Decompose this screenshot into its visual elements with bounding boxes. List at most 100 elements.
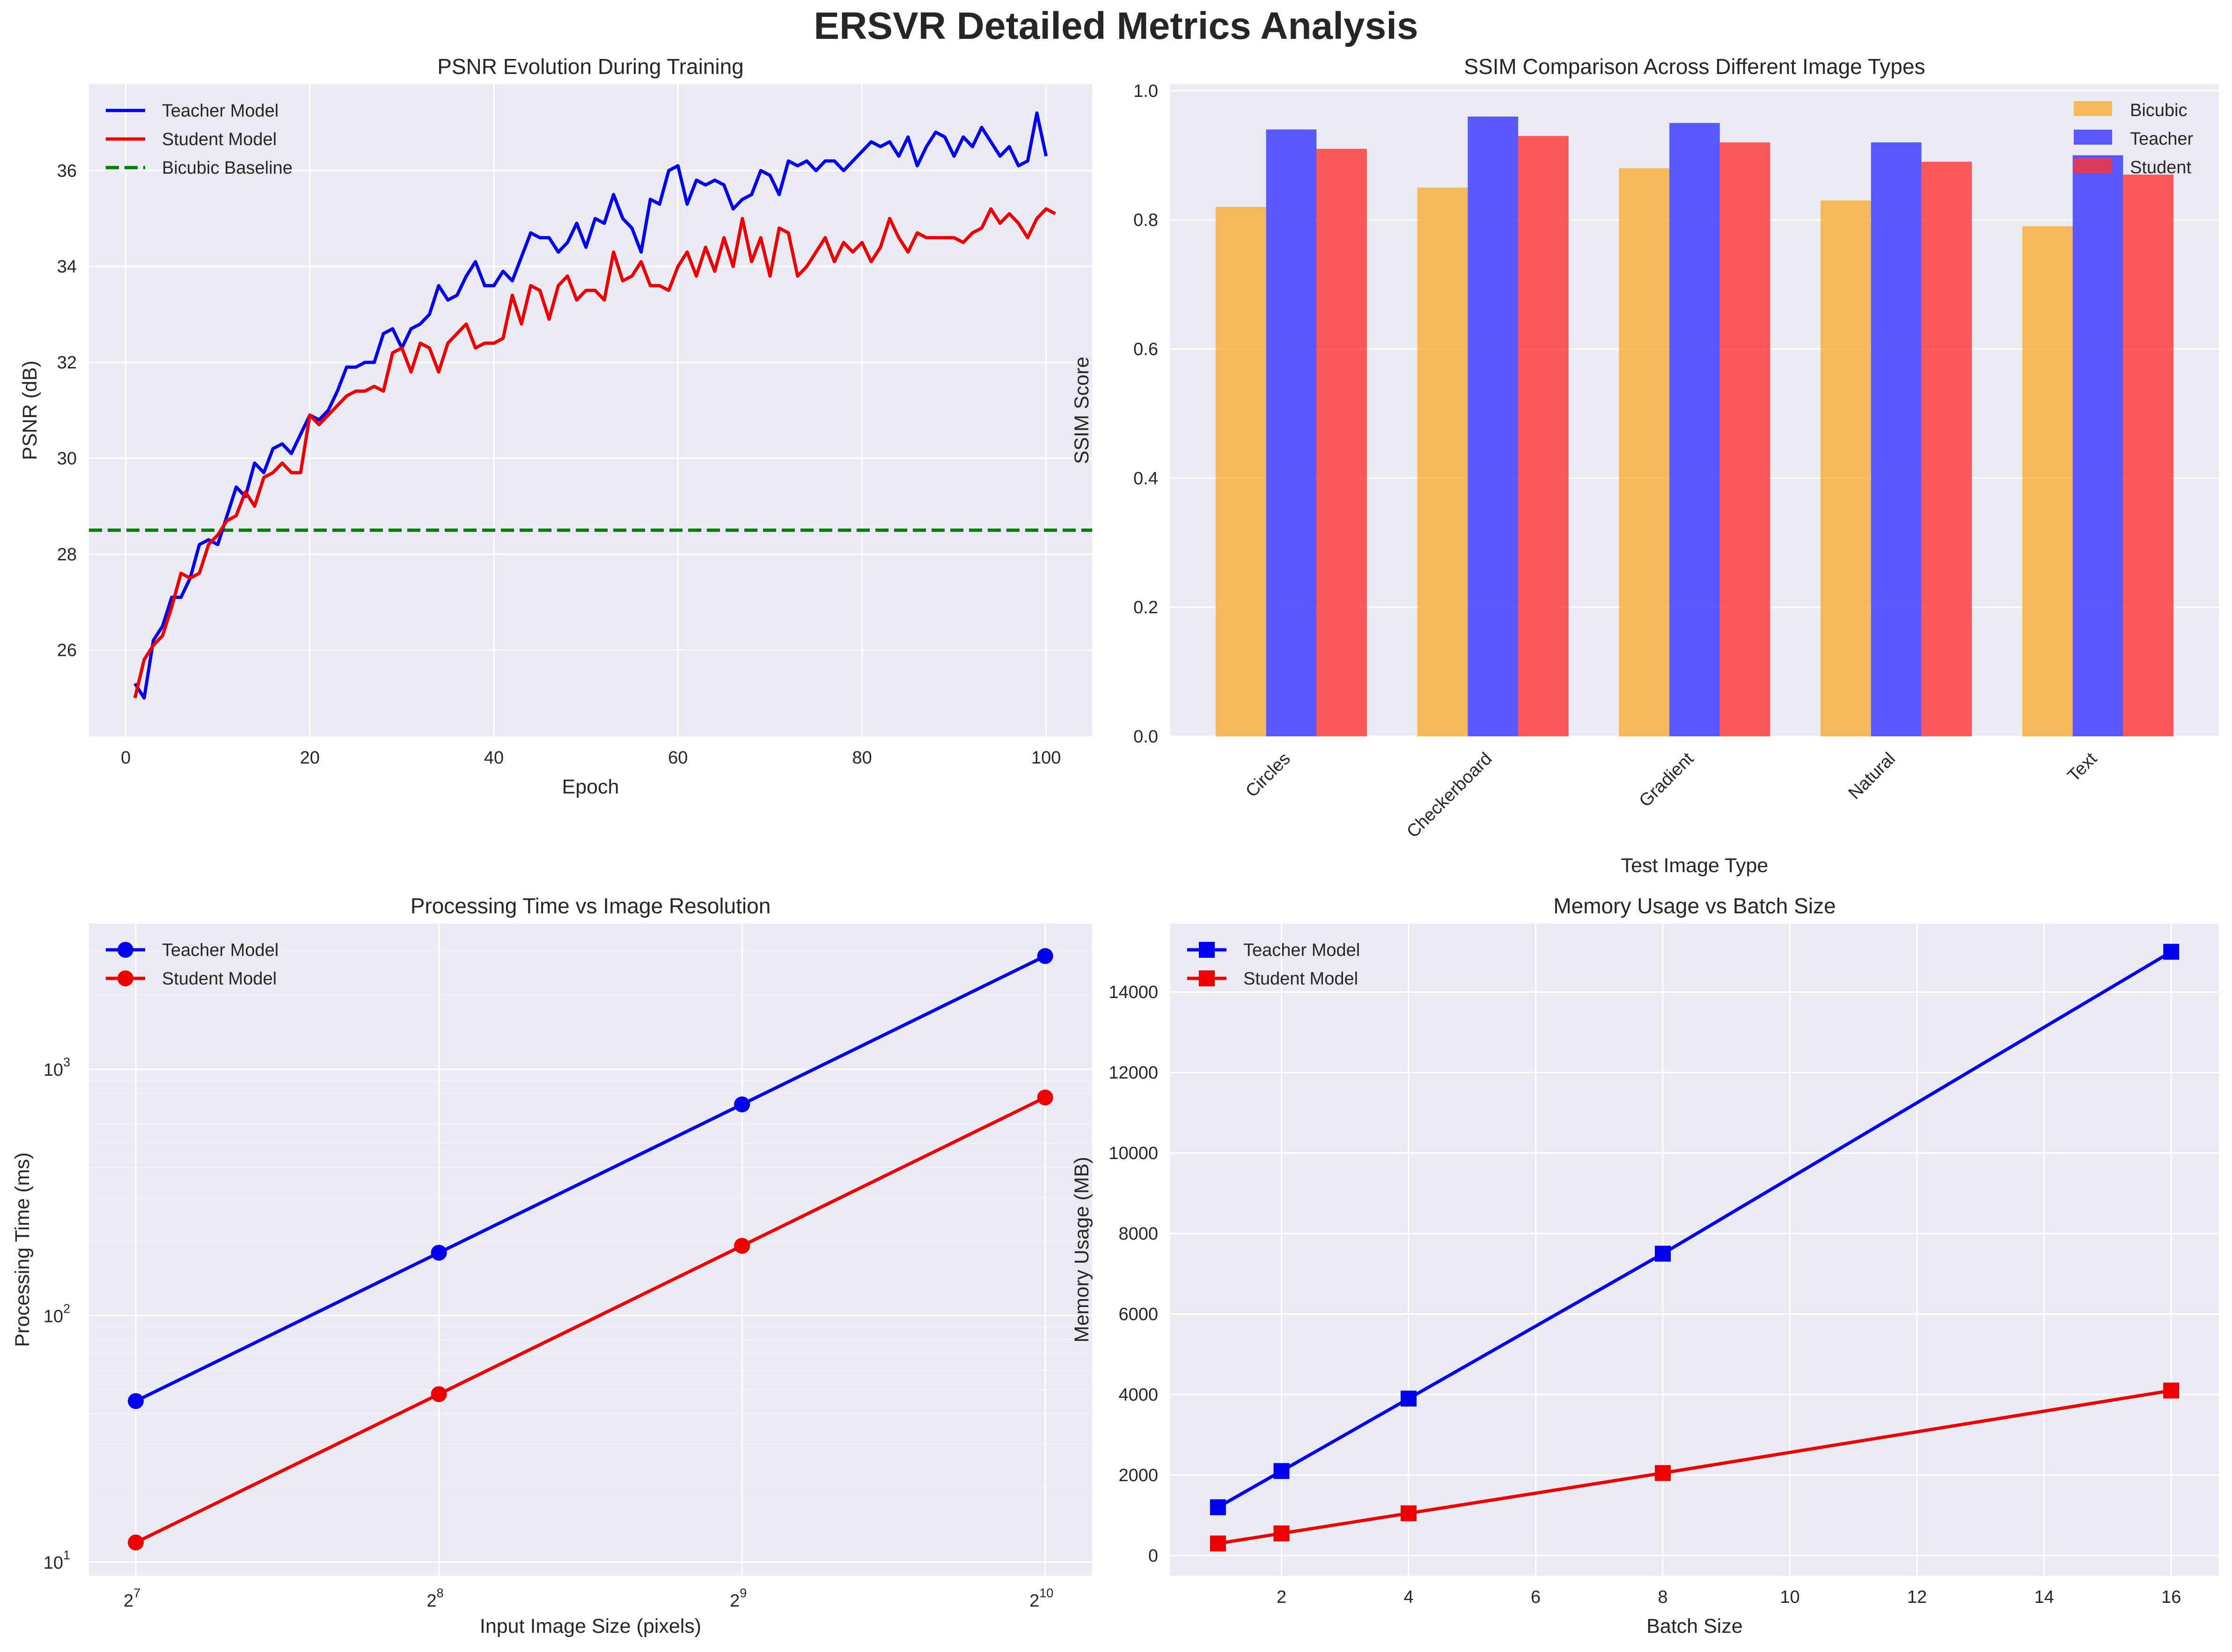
memory-x-tick-label: 16 [2161,1587,2181,1607]
psnr-title: PSNR Evolution During Training [437,54,744,79]
ssim-bar-teacher [1468,116,1519,736]
ssim-y-tick-label: 0.0 [1133,727,1158,747]
ssim-bar-bicubic [1215,207,1266,736]
time-point [1037,948,1053,964]
tick-base: 2 [427,1591,437,1611]
ssim-bar-student [1719,142,1770,737]
ssim-legend-label: Bicubic [2130,101,2188,120]
memory-point [1210,1535,1226,1552]
tick-base: 10 [44,1307,63,1326]
psnr-y-tick-label: 32 [57,353,77,373]
psnr-y-tick-label: 28 [57,545,77,565]
tick-exponent: 1 [63,1548,70,1562]
tick-base: 2 [1029,1591,1039,1611]
ssim-x-axis-label: Test Image Type [1621,854,1769,877]
memory-x-tick-label: 2 [1277,1587,1286,1607]
psnr-legend-label: Bicubic Baseline [162,158,293,178]
memory-y-tick-label: 14000 [1109,983,1158,1002]
ssim-y-tick-label: 0.4 [1133,469,1158,488]
time-point [431,1386,447,1402]
ssim-bar-student [1921,162,1972,737]
tick-exponent: 9 [740,1586,747,1600]
ssim-y-tick-label: 1.0 [1133,81,1158,101]
time-x-tick-label: 29 [730,1586,747,1611]
memory-legend-label: Student Model [1243,969,1358,989]
psnr-x-tick-label: 60 [668,748,688,768]
psnr-x-tick-label: 20 [300,748,320,768]
ssim-y-tick-label: 0.2 [1133,598,1158,617]
time-x-tick-label: 28 [427,1586,444,1611]
psnr-data [89,111,1092,700]
ssim-bar-teacher [1669,123,1720,737]
time-legend: Teacher Model Student Model [106,940,279,989]
time-legend-marker [117,970,133,986]
memory-x-axis-label: Batch Size [1646,1615,1743,1637]
memory-point [1273,1525,1290,1542]
time-y-tick-label: 103 [44,1055,70,1080]
psnr-plot-area [89,84,1092,736]
psnr-x-tick-label: 100 [1031,748,1061,768]
ssim-chart: SSIM Comparison Across Different Image T… [1071,54,2219,877]
time-grid [89,924,1092,1576]
memory-y-tick-label: 6000 [1118,1305,1158,1324]
tick-base: 2 [730,1591,740,1611]
psnr-legend-label: Student Model [162,130,277,149]
time-point [734,1096,750,1113]
time-x-tick-label: 27 [124,1586,140,1611]
time-point [734,1238,750,1254]
figure-title: ERSVR Detailed Metrics Analysis [814,5,1418,47]
ssim-legend-label: Student [2130,158,2191,177]
ssim-y-tick-label: 0.8 [1133,211,1158,230]
psnr-y-tick-label: 34 [57,257,77,277]
memory-x-tick-label: 14 [2034,1587,2054,1607]
tick-base: 2 [124,1591,133,1611]
ssim-bar-bicubic [1417,187,1468,736]
time-y-tick-label: 101 [44,1548,70,1573]
psnr-series-line-teacher-model [133,111,1048,700]
ssim-bar-student [1518,136,1569,736]
memory-legend-label: Teacher Model [1243,940,1360,960]
ssim-legend-swatch [2074,130,2112,145]
tick-base: 10 [44,1553,63,1573]
time-series-line-student-model [135,1096,1046,1544]
time-data [128,948,1053,1551]
memory-y-tick-label: 4000 [1118,1385,1158,1405]
time-x-tick-label: 210 [1029,1586,1053,1611]
memory-point [1401,1505,1417,1521]
ssim-title: SSIM Comparison Across Different Image T… [1464,54,1925,79]
memory-point [1655,1246,1671,1262]
ssim-bar-teacher [2072,155,2123,736]
memory-point [1655,1465,1671,1481]
psnr-legend: Teacher Model Student Model Bicubic Baseli… [106,101,293,178]
psnr-y-tick-label: 26 [57,641,77,661]
time-point [1037,1089,1053,1106]
chart-panels: PSNR Evolution During Training2628303234… [11,54,2219,1637]
ssim-data [1215,116,2174,737]
time-series-line-teacher-model [135,954,1046,1403]
time-y-tick-label: 102 [44,1301,70,1326]
memory-x-tick-label: 12 [1907,1587,1927,1607]
psnr-x-tick-label: 80 [852,748,872,768]
time-point [128,1393,144,1409]
tick-exponent: 10 [1039,1586,1053,1600]
time-y-axis-label: Processing Time (ms) [11,1153,34,1347]
memory-y-tick-label: 8000 [1118,1224,1158,1244]
memory-x-tick-label: 4 [1404,1587,1414,1607]
psnr-grid [89,84,1092,736]
memory-legend: Teacher Model Student Model [1187,940,1360,989]
memory-point [1273,1463,1290,1479]
ssim-bar-bicubic [1619,168,1670,737]
ssim-legend-label: Teacher [2130,129,2194,149]
memory-data [1210,944,2180,1552]
ssim-legend-swatch [2074,101,2112,116]
tick-exponent: 3 [63,1055,70,1069]
memory-y-tick-label: 10000 [1109,1144,1158,1163]
memory-point [1401,1390,1417,1407]
time-title: Processing Time vs Image Resolution [411,894,771,918]
memory-point [2163,944,2180,960]
time-chart: Processing Time vs Image Resolution10110… [11,894,1092,1637]
psnr-x-tick-label: 40 [484,748,504,768]
memory-point [1210,1499,1226,1515]
memory-y-tick-label: 0 [1148,1546,1158,1566]
